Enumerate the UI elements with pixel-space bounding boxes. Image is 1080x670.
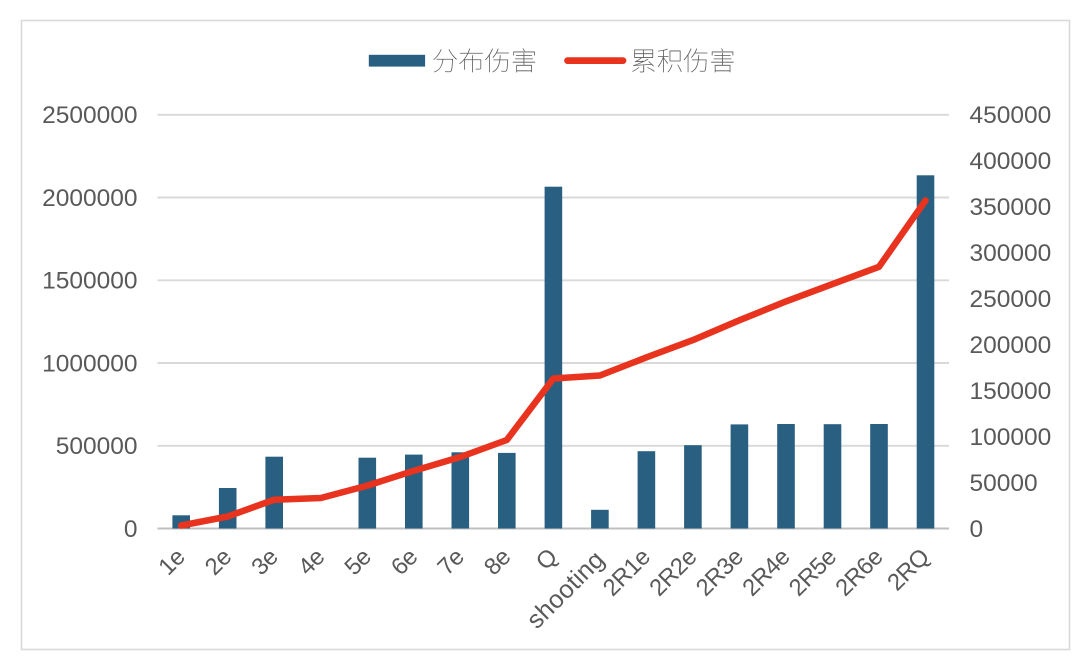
svg-text:0: 0 [970,516,984,543]
svg-text:2000000: 2000000 [42,185,137,212]
svg-text:100000: 100000 [970,424,1052,451]
svg-text:500000: 500000 [56,433,138,460]
svg-text:200000: 200000 [970,332,1052,359]
svg-text:1000000: 1000000 [42,350,137,377]
svg-text:350000: 350000 [970,194,1052,221]
svg-text:250000: 250000 [970,286,1052,313]
svg-text:2500000: 2500000 [42,102,137,129]
svg-text:150000: 150000 [970,378,1052,405]
svg-text:0: 0 [124,516,138,543]
svg-text:300000: 300000 [970,240,1052,267]
svg-text:450000: 450000 [970,102,1052,129]
svg-text:400000: 400000 [970,148,1052,175]
svg-text:50000: 50000 [970,470,1038,497]
svg-text:1500000: 1500000 [42,268,137,295]
